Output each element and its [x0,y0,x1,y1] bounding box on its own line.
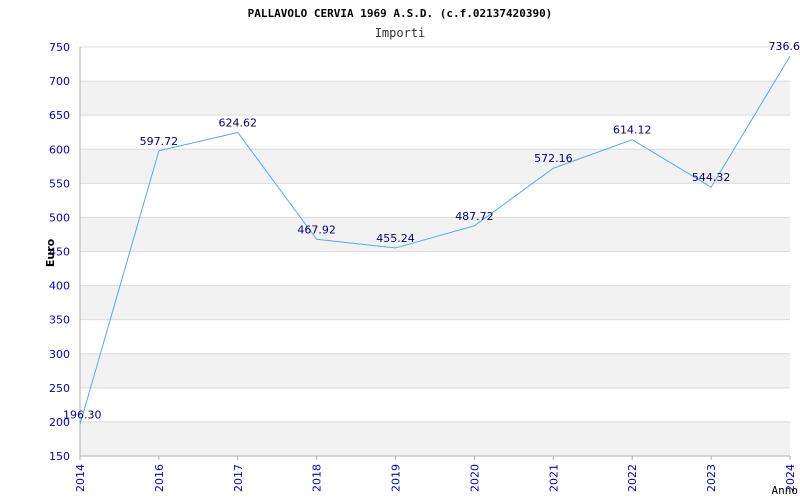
grid-band [80,285,790,320]
x-tick-label: 2016 [153,464,166,492]
x-tick-label: 2022 [626,464,639,492]
y-tick-label: 650 [49,109,70,122]
chart-subtitle: Importi [375,26,426,40]
x-tick-label: 2018 [311,464,324,492]
data-labels: 196.30 597.72 624.62 467.92 455.24 487.72 572.… [63,40,800,421]
y-tick-label: 300 [49,348,70,361]
data-label: 614.12 [613,124,652,137]
y-tick-label: 150 [49,450,70,463]
grid-lines [80,46,790,457]
x-tick-label: 2024 [784,464,797,492]
x-tick-label: 2019 [390,464,403,492]
y-tick-label: 350 [49,314,70,327]
data-label: 196.30 [63,408,102,421]
y-tick-label: 600 [49,143,70,156]
grid-band [80,353,790,388]
data-label: 736.6 [769,40,800,53]
y-tick-label: 550 [49,177,70,190]
x-tick-label: 2014 [74,464,87,492]
y-tick-labels: 150 200 250 300 350 400 450 500 550 600 650 700 750 [49,41,70,463]
grid-band [80,421,790,456]
data-label: 624.62 [219,116,258,129]
grid-band [80,149,790,184]
y-tick-label: 700 [49,75,70,88]
series-line [79,55,791,425]
grid-band [80,217,790,252]
y-tick-label: 400 [49,280,70,293]
y-axis-label: Euro [44,238,57,267]
y-tick-label: 750 [49,41,70,54]
data-label: 455.24 [376,232,415,245]
x-tick-label: 2021 [547,464,560,492]
y-tick-label: 250 [49,382,70,395]
x-tick-label: 2017 [232,464,245,492]
x-tick-label: 2020 [468,464,481,492]
plot-bands [80,81,790,456]
y-tick-label: 500 [49,211,70,224]
chart-title: PALLAVOLO CERVIA 1969 A.S.D. (c.f.021374… [248,7,553,20]
grid-band [80,81,790,116]
y-tick-label: 450 [49,246,70,259]
data-label: 467.92 [297,223,336,236]
x-axis-label: Anno [772,484,799,497]
data-label: 544.32 [692,171,731,184]
x-tick-labels: 2014 2016 2017 2018 2019 2020 2021 2022 2023 2024 [74,456,797,492]
data-label: 597.72 [140,135,179,148]
y-tick-label: 200 [49,416,70,429]
x-tick-label: 2023 [705,464,718,492]
data-label: 572.16 [534,152,573,165]
data-label: 487.72 [455,210,494,223]
